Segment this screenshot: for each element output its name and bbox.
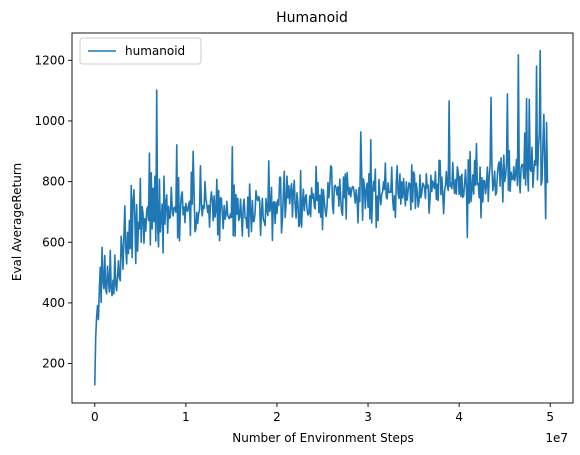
x-tick-label: 2 — [273, 410, 281, 424]
y-tick-label: 1000 — [34, 114, 65, 128]
x-tick-label: 5 — [546, 410, 554, 424]
y-tick-label: 200 — [42, 357, 65, 371]
chart-title: Humanoid — [276, 10, 348, 26]
y-tick-label: 600 — [42, 235, 65, 249]
plot-area — [93, 49, 549, 386]
y-axis-ticks: 200 400 600 800 1000 1200 — [34, 53, 72, 371]
y-tick-label: 800 — [42, 175, 65, 189]
x-tick-label: 0 — [91, 410, 99, 424]
legend-box — [79, 37, 202, 65]
legend-label-humanoid: humanoid — [125, 44, 185, 58]
x-tick-label: 4 — [455, 410, 463, 424]
x-axis-offset-label: 1e7 — [545, 431, 568, 445]
axes-frame — [71, 32, 574, 404]
x-tick-label: 3 — [364, 410, 372, 424]
y-tick-label: 1200 — [34, 53, 65, 67]
y-tick-label: 400 — [42, 296, 65, 310]
legend: humanoid — [79, 37, 202, 65]
y-axis-label: Eval AverageReturn — [10, 163, 24, 281]
x-axis-ticks: 0 1 2 3 4 5 — [91, 403, 554, 424]
x-tick-label: 1 — [182, 410, 190, 424]
series-line-humanoid — [93, 49, 549, 386]
x-axis-label: Number of Environment Steps — [232, 431, 413, 445]
